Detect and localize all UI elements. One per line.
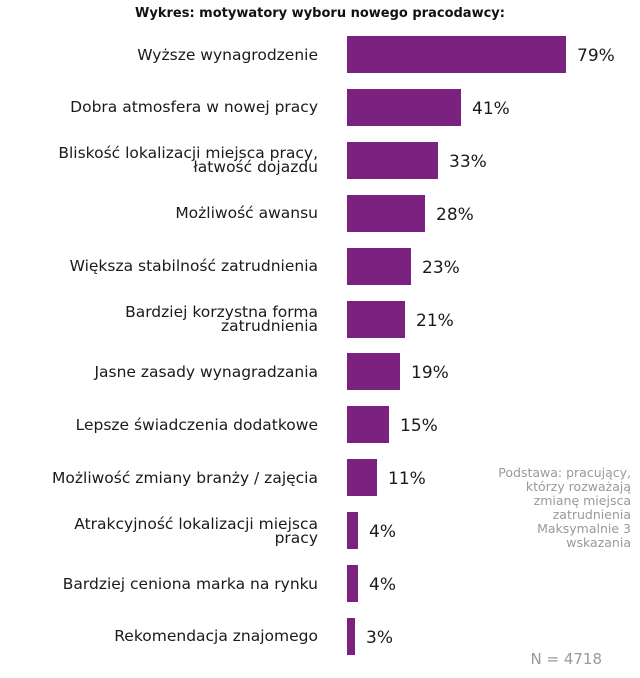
category-label-line: Bardziej korzystna forma — [125, 303, 318, 321]
category-label: Lepsze świadczenia dodatkowe — [76, 406, 318, 443]
bar — [347, 88, 461, 126]
category-label: Wyższe wynagrodzenie — [137, 36, 318, 73]
value-label: 3% — [366, 627, 393, 648]
bar-row: Lepsze świadczenia dodatkowe 15% — [0, 406, 640, 444]
category-label: Jasne zasady wynagradzania — [94, 353, 318, 390]
category-label-line: łatwość dojazdu — [193, 158, 318, 177]
category-label: Dobra atmosfera w nowej pracy — [70, 89, 318, 126]
bar-row: Możliwość awansu 28% — [0, 194, 640, 232]
note-line: Podstawa: pracujący, — [498, 465, 631, 480]
bar-row: Rekomendacja znajomego 3% — [0, 617, 640, 655]
bar-row: Jasne zasady wynagradzania 19% — [0, 353, 640, 391]
bar — [347, 353, 400, 391]
category-label: Atrakcyjność lokalizacji miejsca pracy — [74, 512, 318, 549]
bar-row: Bardziej ceniona marka na rynku 4% — [0, 565, 640, 602]
bar — [347, 617, 355, 655]
value-label: 15% — [400, 416, 438, 437]
bar — [347, 459, 377, 497]
category-label-line: zatrudnienia — [220, 317, 318, 335]
category-label-line: Atrakcyjność lokalizacji miejsca — [74, 514, 318, 533]
category-label-line: Wyższe wynagrodzenie — [137, 45, 318, 64]
value-label: 23% — [422, 257, 460, 278]
category-label: Większa stabilność zatrudnienia — [70, 248, 318, 285]
category-label-line: Lepsze świadczenia dodatkowe — [75, 415, 318, 434]
value-label: 33% — [449, 151, 487, 172]
value-label: 19% — [411, 363, 449, 384]
note-line: zatrudnienia — [552, 507, 631, 522]
category-label-line: Możliwość awansu — [175, 204, 318, 223]
value-label: 4% — [369, 522, 396, 543]
category-label-line: Większa stabilność zatrudnienia — [69, 257, 318, 276]
note-line: wskazania — [566, 535, 631, 550]
category-label: Możliwość zmiany branży / zajęcia — [52, 459, 318, 496]
bar-row: Dobra atmosfera w nowej pracy 41% — [0, 88, 640, 126]
value-label: 79% — [577, 46, 615, 66]
category-label-line: pracy — [274, 528, 318, 547]
bar — [347, 300, 405, 338]
category-label: Bardziej korzystna forma zatrudnienia — [125, 301, 318, 338]
bar — [347, 141, 438, 179]
category-label: Bliskość lokalizacji miejsca pracy, łatwo… — [58, 142, 318, 179]
value-label: 41% — [472, 98, 510, 119]
bar-row: Wyższe wynagrodzenie 79% — [0, 36, 640, 73]
bar-row: Większa stabilność zatrudnienia 23% — [0, 247, 640, 285]
category-label-line: Jasne zasady wynagradzania — [94, 362, 318, 381]
bar-row: Możliwość zmiany branży / zajęcia 11% — [0, 459, 640, 497]
note-line: Maksymalnie 3 — [537, 521, 631, 536]
value-label: 21% — [416, 310, 454, 331]
value-label: 11% — [388, 469, 426, 490]
category-label-line: Możliwość zmiany branży / zajęcia — [52, 468, 318, 487]
bar — [347, 36, 566, 73]
category-label-line: Bardziej ceniona marka na rynku — [62, 574, 318, 593]
bar-row: Bliskość lokalizacji miejsca pracy, łatwo… — [0, 141, 640, 179]
bar — [347, 406, 389, 444]
base-note: Podstawa: pracujący, którzy rozważają zm… — [498, 466, 631, 550]
chart-title: Wykres: motywatory wyboru nowego pracoda… — [135, 6, 505, 21]
category-label-line: Rekomendacja znajomego — [114, 627, 318, 646]
note-line: którzy rozważają — [525, 479, 631, 494]
note-line: zmianę miejsca — [533, 493, 631, 508]
bar — [347, 194, 425, 232]
category-label: Bardziej ceniona marka na rynku — [63, 565, 318, 602]
category-label-line: Bliskość lokalizacji miejsca pracy, — [58, 144, 318, 163]
bar-row: Bardziej korzystna forma zatrudnienia 21% — [0, 300, 640, 338]
category-label: Rekomendacja znajomego — [114, 618, 318, 655]
bar-row: Atrakcyjność lokalizacji miejsca pracy 4% — [0, 512, 640, 550]
category-label: Możliwość awansu — [175, 195, 318, 232]
category-label-line: Dobra atmosfera w nowej pracy — [70, 98, 318, 117]
bar — [347, 512, 358, 550]
value-label: 28% — [436, 204, 474, 225]
sample-size: N = 4718 — [530, 650, 603, 668]
bar — [347, 565, 358, 602]
bar — [347, 247, 411, 285]
value-label: 4% — [369, 575, 396, 595]
